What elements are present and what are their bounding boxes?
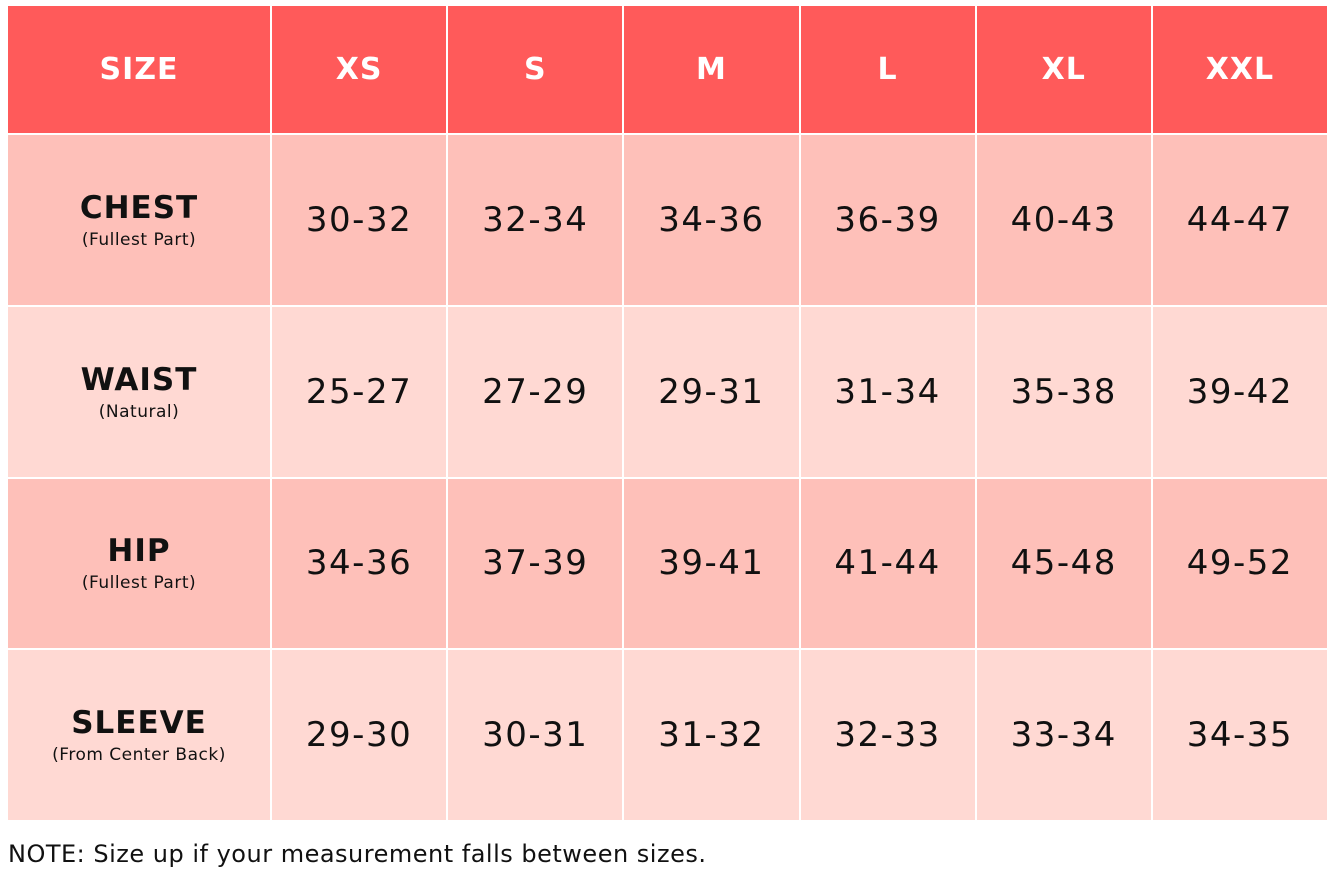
row-sublabel: (Natural) <box>98 401 180 422</box>
value-cell: 45-48 <box>976 478 1151 649</box>
value-cell: 34-36 <box>272 478 447 649</box>
row-label-cell: SLEEVE (From Center Back) <box>8 650 270 820</box>
value-cell: 29-31 <box>624 306 799 477</box>
value-cell: 29-30 <box>272 650 447 820</box>
value-cell: 37-39 <box>448 478 623 649</box>
value-cell: 35-38 <box>976 306 1151 477</box>
value-cell: 30-32 <box>272 135 447 305</box>
value-cell: 32-33 <box>800 650 975 820</box>
header-cell: M <box>624 6 799 133</box>
row-label: WAIST <box>80 361 198 398</box>
value-cell: 30-31 <box>448 650 623 820</box>
value-cell: 34-36 <box>624 135 799 305</box>
note: NOTE: Size up if your measurement falls … <box>8 840 707 868</box>
header-cell: XL <box>976 6 1151 133</box>
row-label: HIP <box>107 533 171 570</box>
value-cell: 32-34 <box>448 135 623 305</box>
value-cell: 39-41 <box>624 478 799 649</box>
header-cell: XXL <box>1152 6 1327 133</box>
value-cell: 34-35 <box>1152 650 1327 820</box>
header-cell: L <box>800 6 975 133</box>
value-cell: 33-34 <box>976 650 1151 820</box>
value-cell: 36-39 <box>800 135 975 305</box>
row-sublabel: (Fullest Part) <box>81 573 197 594</box>
value-cell: 27-29 <box>448 306 623 477</box>
size-table: SIZE XS S M L XL XXL CHEST (Fullest Part) 30-32 32… <box>8 6 1327 820</box>
header-cell: SIZE <box>8 6 270 133</box>
row-sublabel: (Fullest Part) <box>81 229 197 250</box>
value-cell: 40-43 <box>976 135 1151 305</box>
value-cell: 31-32 <box>624 650 799 820</box>
value-cell: 31-34 <box>800 306 975 477</box>
value-cell: 49-52 <box>1152 478 1327 649</box>
row-label-cell: WAIST (Natural) <box>8 306 270 477</box>
row-label: SLEEVE <box>71 705 207 742</box>
header-cell: S <box>448 6 623 133</box>
row-label: CHEST <box>79 189 199 226</box>
header-cell: XS <box>272 6 447 133</box>
row-sublabel: (From Center Back) <box>52 745 226 766</box>
value-cell: 44-47 <box>1152 135 1327 305</box>
value-cell: 39-42 <box>1152 306 1327 477</box>
row-label-cell: HIP (Fullest Part) <box>8 478 270 649</box>
value-cell: 41-44 <box>800 478 975 649</box>
value-cell: 25-27 <box>272 306 447 477</box>
row-label-cell: CHEST (Fullest Part) <box>8 135 270 305</box>
